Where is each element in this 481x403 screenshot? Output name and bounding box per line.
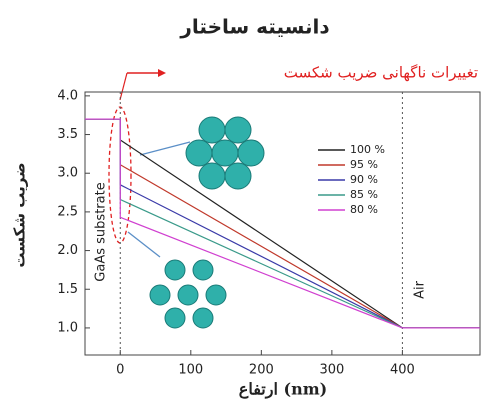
legend-label: 90 % — [350, 173, 378, 186]
legend-label: 95 % — [350, 158, 378, 171]
y-tick-label: 4.0 — [57, 88, 78, 103]
x-tick-label: 0 — [116, 363, 124, 378]
x-tick-label: 100 — [178, 363, 203, 378]
y-tick-label: 1.0 — [57, 320, 78, 335]
air-label: Air — [413, 280, 428, 299]
annotation-leader — [120, 73, 127, 100]
pointer — [128, 232, 160, 257]
x-tick-label: 400 — [390, 363, 415, 378]
sparse-illustration — [150, 260, 226, 328]
dense-illustration — [186, 117, 264, 189]
y-axis-label: ضریب شکست — [11, 162, 29, 267]
chart: دانسیته ساختار تغییرات ناگهانی ضریب شکست… — [0, 0, 481, 403]
substrate-label: GaAs substrate — [94, 182, 109, 281]
y-tick-label: 1.5 — [57, 282, 78, 297]
arrow-head — [158, 69, 166, 77]
y-tick-label: 2.5 — [57, 204, 78, 219]
legend-label: 85 % — [350, 188, 378, 201]
y-tick-label: 3.0 — [57, 166, 78, 181]
y-tick-label: 2.0 — [57, 243, 78, 258]
plot-frame — [85, 92, 480, 355]
x-tick-label: 200 — [249, 363, 274, 378]
x-tick-label: 300 — [319, 363, 344, 378]
x-axis-label: ارتفاع (nm) — [239, 380, 327, 400]
chart-title: دانسیته ساختار — [179, 15, 329, 39]
y-tick-label: 3.5 — [57, 127, 78, 142]
legend-label: 100 % — [350, 143, 385, 156]
annotation: تغییرات ناگهانی ضریب شکست — [284, 64, 478, 82]
legend-label: 80 % — [350, 203, 378, 216]
pointer — [140, 142, 190, 155]
